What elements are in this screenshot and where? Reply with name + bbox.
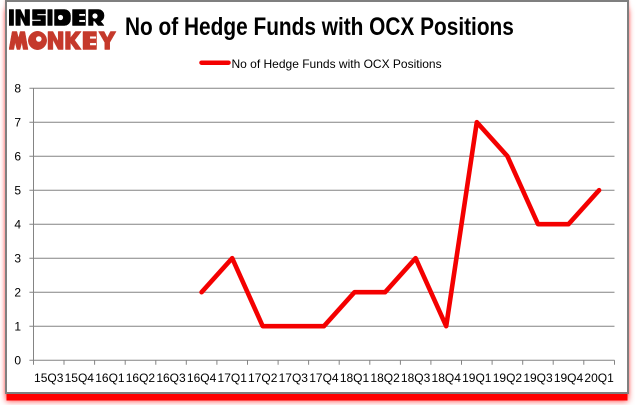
svg-text:18Q1: 18Q1 [340, 371, 370, 385]
svg-text:2: 2 [14, 286, 21, 300]
svg-text:3: 3 [14, 252, 21, 266]
svg-text:17Q1: 17Q1 [218, 371, 248, 385]
svg-text:17Q3: 17Q3 [279, 371, 309, 385]
svg-text:8: 8 [14, 82, 21, 96]
svg-text:6: 6 [14, 150, 21, 164]
svg-text:19Q4: 19Q4 [554, 371, 584, 385]
svg-text:18Q4: 18Q4 [432, 371, 462, 385]
svg-text:7: 7 [14, 116, 21, 130]
svg-text:16Q2: 16Q2 [126, 371, 156, 385]
svg-text:16Q4: 16Q4 [187, 371, 217, 385]
svg-text:17Q2: 17Q2 [248, 371, 278, 385]
svg-text:18Q3: 18Q3 [401, 371, 431, 385]
svg-text:18Q2: 18Q2 [370, 371, 400, 385]
svg-text:20Q1: 20Q1 [584, 371, 614, 385]
svg-text:16Q3: 16Q3 [156, 371, 186, 385]
svg-text:17Q4: 17Q4 [309, 371, 339, 385]
svg-text:16Q1: 16Q1 [95, 371, 125, 385]
svg-text:19Q3: 19Q3 [523, 371, 553, 385]
svg-text:5: 5 [14, 184, 21, 198]
svg-text:4: 4 [14, 218, 21, 232]
svg-text:15Q3: 15Q3 [34, 371, 64, 385]
svg-text:19Q2: 19Q2 [493, 371, 523, 385]
svg-text:0: 0 [14, 354, 21, 368]
svg-text:1: 1 [14, 320, 21, 334]
svg-text:15Q4: 15Q4 [65, 371, 95, 385]
svg-text:19Q1: 19Q1 [462, 371, 492, 385]
